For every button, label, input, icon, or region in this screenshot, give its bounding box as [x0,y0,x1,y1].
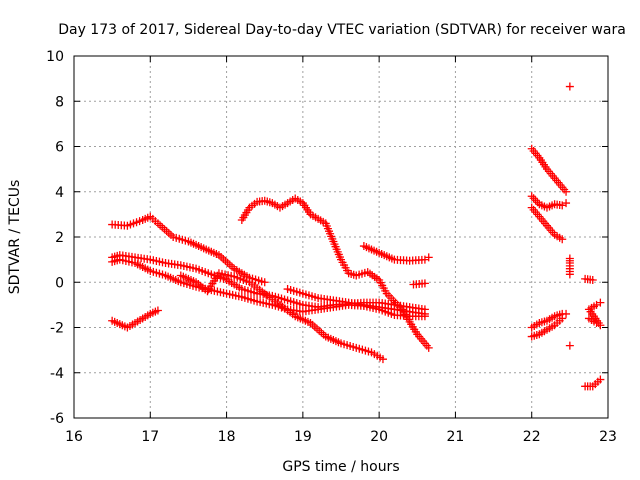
data-point [529,194,538,203]
data-point [378,355,387,364]
data-point [531,196,540,205]
x-tick-label: 18 [218,429,236,445]
x-tick-label: 17 [141,429,159,445]
y-tick-label: 10 [46,49,64,65]
data-point [420,305,429,314]
data-point [565,341,574,350]
y-tick-label: 8 [55,94,64,110]
y-tick-label: -4 [50,366,64,382]
series-track-h [527,274,605,391]
axis-ticks [73,55,609,419]
x-tick-label: 19 [294,429,312,445]
data-point [260,278,269,287]
x-tick-label: 22 [523,429,541,445]
y-tick-label: 2 [55,230,64,246]
data-point [596,375,605,384]
x-tick-label: 20 [370,429,388,445]
data-point [424,253,433,262]
data-point [562,187,571,196]
data-point [558,235,567,244]
data-point [527,192,536,201]
series-track-g [527,82,574,350]
data-point [565,270,574,279]
y-tick-labels: -6 -4 -2 0 2 4 6 8 10 [46,49,64,427]
data-point [562,199,571,208]
data-point [596,298,605,307]
y-tick-label: 6 [55,140,64,156]
x-tick-label: 16 [65,429,83,445]
y-tick-label: -6 [50,411,64,427]
data-point [565,82,574,91]
grid-lines [74,56,608,418]
x-tick-label: 23 [599,429,617,445]
y-tick-label: 0 [55,275,64,291]
y-axis-title: SDTVAR / TECUs [7,180,23,295]
chart-title: Day 173 of 2017, Sidereal Day-to-day VTE… [58,22,626,38]
series-track-f [359,242,433,289]
series-track-e [237,194,433,352]
x-tick-labels: 16 17 18 19 20 21 22 23 [65,429,617,445]
x-tick-label: 21 [447,429,465,445]
data-point [424,343,433,352]
data-point [588,275,597,284]
data-point [153,306,162,315]
y-tick-label: 4 [55,185,64,201]
data-point [420,312,429,321]
data-points [108,82,605,391]
y-tick-label: -2 [50,321,64,337]
data-point [533,198,542,207]
x-axis-title: GPS time / hours [282,459,399,475]
data-point [420,279,429,288]
series-track-d [108,269,387,364]
data-point [558,314,567,323]
data-point [562,309,571,318]
